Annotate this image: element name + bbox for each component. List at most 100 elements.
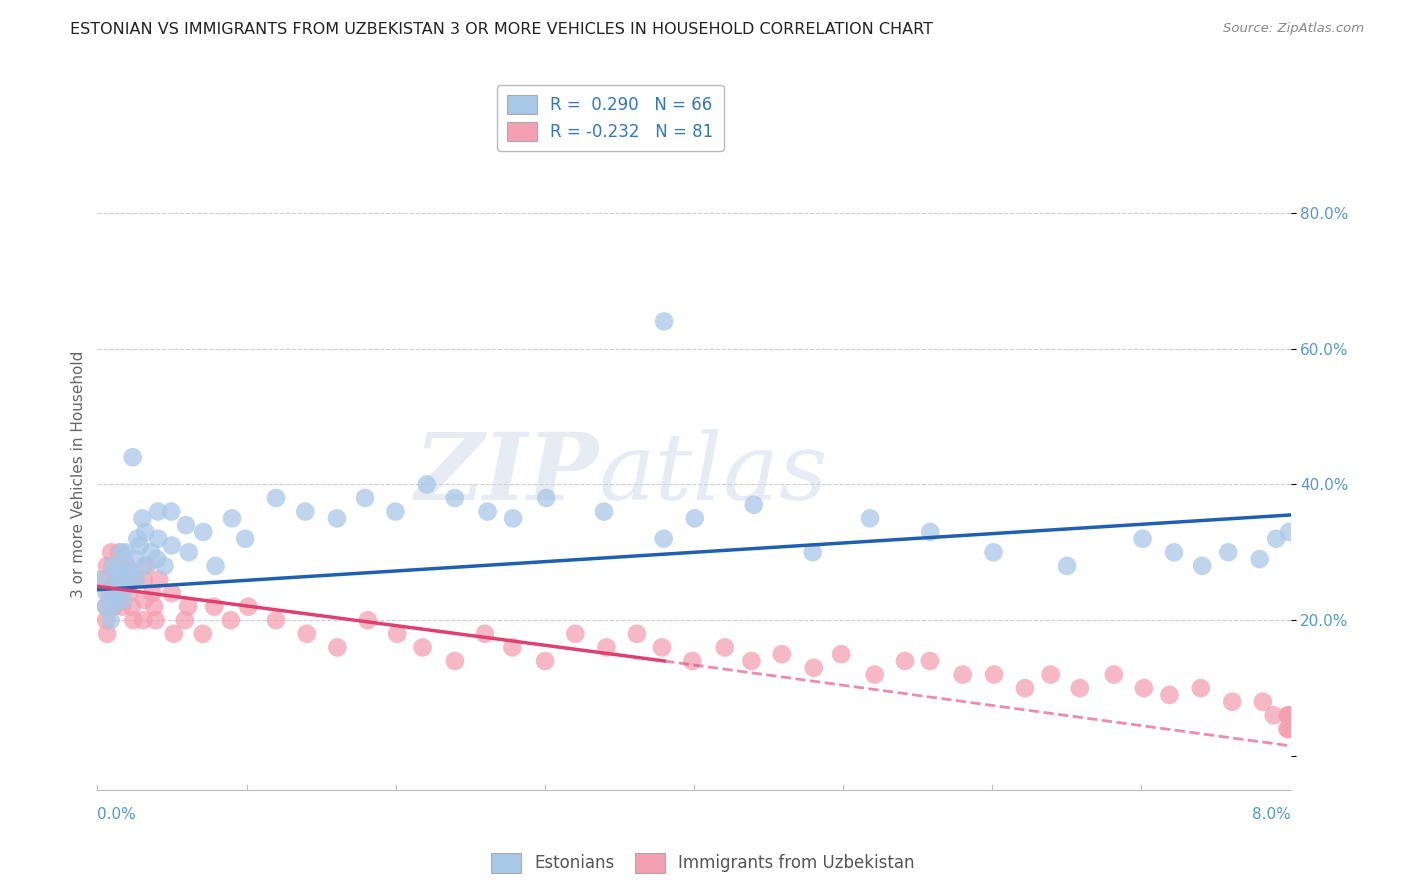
Point <box>191 627 214 641</box>
Point <box>1102 667 1125 681</box>
Point <box>803 661 825 675</box>
Point <box>121 450 143 465</box>
Point <box>132 573 155 587</box>
Point <box>101 579 124 593</box>
Point <box>1191 558 1213 573</box>
Point <box>412 640 434 655</box>
Point <box>125 573 148 587</box>
Point <box>742 498 765 512</box>
Point <box>89 573 111 587</box>
Point <box>107 586 129 600</box>
Point <box>1039 667 1062 681</box>
Point <box>1159 688 1181 702</box>
Legend: R =  0.290   N = 66, R = -0.232   N = 81: R = 0.290 N = 66, R = -0.232 N = 81 <box>498 85 724 152</box>
Point <box>387 627 409 641</box>
Point <box>474 627 496 641</box>
Point <box>160 504 183 518</box>
Point <box>101 558 124 573</box>
Point <box>983 667 1005 681</box>
Point <box>1281 722 1303 736</box>
Point <box>1277 708 1299 723</box>
Point <box>100 613 122 627</box>
Point <box>1265 532 1288 546</box>
Point <box>135 558 157 573</box>
Point <box>115 558 138 573</box>
Point <box>110 579 132 593</box>
Point <box>444 654 467 668</box>
Point <box>238 599 260 614</box>
Point <box>118 566 141 580</box>
Point <box>859 511 882 525</box>
Point <box>134 592 156 607</box>
Point <box>477 504 499 518</box>
Point <box>683 511 706 525</box>
Point <box>1220 695 1243 709</box>
Point <box>1132 532 1154 546</box>
Point <box>443 491 465 505</box>
Point <box>115 573 138 587</box>
Point <box>326 511 349 525</box>
Point <box>124 573 146 587</box>
Legend: Estonians, Immigrants from Uzbekistan: Estonians, Immigrants from Uzbekistan <box>485 847 921 880</box>
Point <box>920 524 942 539</box>
Point <box>141 586 163 600</box>
Point <box>204 558 226 573</box>
Point <box>1278 524 1301 539</box>
Point <box>801 545 824 559</box>
Point <box>1249 552 1271 566</box>
Point <box>1279 722 1302 736</box>
Point <box>1281 722 1303 736</box>
Point <box>134 524 156 539</box>
Point <box>502 511 524 525</box>
Point <box>96 627 118 641</box>
Point <box>118 566 141 580</box>
Point <box>108 558 131 573</box>
Point <box>118 586 141 600</box>
Point <box>110 545 132 559</box>
Text: 8.0%: 8.0% <box>1251 807 1291 822</box>
Point <box>96 586 118 600</box>
Point <box>115 579 138 593</box>
Point <box>1263 708 1285 723</box>
Point <box>564 627 586 641</box>
Point <box>177 599 200 614</box>
Point <box>134 558 156 573</box>
Point <box>202 599 225 614</box>
Point <box>104 566 127 580</box>
Point <box>103 586 125 600</box>
Point <box>651 640 673 655</box>
Point <box>193 524 215 539</box>
Point <box>1251 695 1274 709</box>
Point <box>93 573 115 587</box>
Point <box>153 558 176 573</box>
Point <box>1014 681 1036 695</box>
Point <box>1277 722 1299 736</box>
Point <box>626 627 648 641</box>
Point <box>160 586 183 600</box>
Point <box>121 599 143 614</box>
Point <box>160 539 183 553</box>
Point <box>894 654 917 668</box>
Point <box>233 532 256 546</box>
Point <box>107 545 129 559</box>
Point <box>830 647 852 661</box>
Point <box>221 511 243 525</box>
Point <box>1069 681 1091 695</box>
Text: 0.0%: 0.0% <box>97 807 136 822</box>
Point <box>177 545 200 559</box>
Text: ZIP: ZIP <box>415 429 599 519</box>
Point <box>983 545 1005 559</box>
Point <box>295 627 318 641</box>
Point <box>264 613 287 627</box>
Point <box>94 599 117 614</box>
Point <box>148 532 170 546</box>
Point <box>1277 708 1299 723</box>
Point <box>357 613 380 627</box>
Point <box>536 491 558 505</box>
Point <box>111 599 134 614</box>
Point <box>652 532 675 546</box>
Point <box>863 667 886 681</box>
Point <box>101 592 124 607</box>
Point <box>952 667 974 681</box>
Point <box>354 491 377 505</box>
